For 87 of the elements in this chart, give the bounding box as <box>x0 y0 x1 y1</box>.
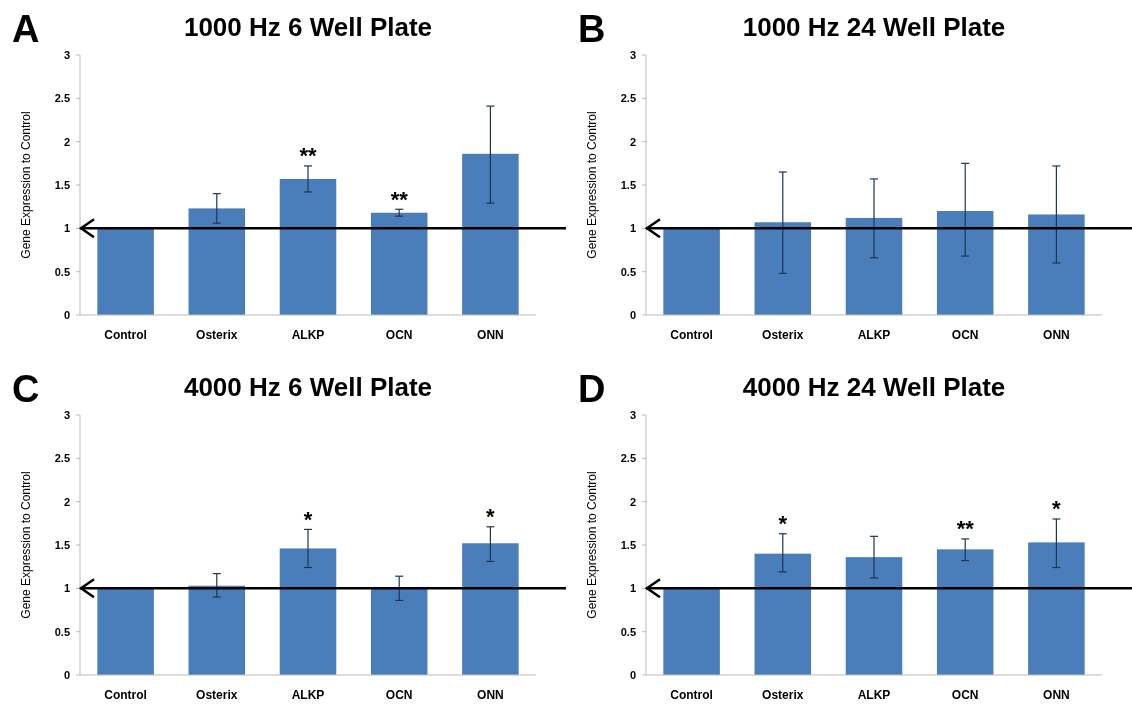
y-tick-label: 2 <box>629 495 636 508</box>
x-tick-label: OCN <box>951 688 979 702</box>
y-tick-label: 1 <box>63 582 70 595</box>
bar <box>754 222 812 315</box>
y-tick-label: 2 <box>63 495 70 508</box>
x-tick-label: ALKP <box>857 688 891 702</box>
bar <box>188 208 246 315</box>
y-tick-label: 1.5 <box>620 178 636 191</box>
x-tick-label: OCN <box>951 328 979 342</box>
y-tick-label: 0.5 <box>620 265 636 278</box>
bar <box>462 543 519 675</box>
bar <box>845 557 903 675</box>
text: C <box>12 368 40 410</box>
text: D <box>578 368 606 410</box>
bar <box>279 548 337 675</box>
annotation: * <box>486 504 496 530</box>
chart-title: 4000 Hz 24 Well Plate <box>742 372 1006 402</box>
annotation: * <box>303 506 313 532</box>
y-tick-label: 1 <box>629 582 636 595</box>
y-tick-label: 1 <box>63 222 70 235</box>
chart-title: 4000 Hz 6 Well Plate <box>183 372 433 402</box>
y-tick-label: 2.5 <box>54 92 70 105</box>
x-tick-label: ONN <box>477 328 504 342</box>
x-tick-label: Control <box>670 688 713 702</box>
y-tick-label: 1 <box>629 222 636 235</box>
x-tick-label: OCN <box>385 688 413 702</box>
annotation: ** <box>956 516 975 542</box>
bar <box>936 211 994 315</box>
bar <box>462 153 519 315</box>
y-axis-title: Gene Expression to Control <box>585 471 599 619</box>
y-tick-label: 0.5 <box>620 625 636 638</box>
x-tick-label: ONN <box>477 688 504 702</box>
y-tick-label: 3 <box>63 408 70 421</box>
bar <box>188 585 246 675</box>
y-tick-label: 1.5 <box>620 538 636 551</box>
bar <box>1028 214 1085 315</box>
x-tick-label: Control <box>104 328 147 342</box>
y-tick-label: 0 <box>629 308 636 321</box>
x-tick-label: Osterix <box>762 328 804 342</box>
bar <box>754 553 812 675</box>
x-tick-label: ALKP <box>291 688 325 702</box>
y-tick-label: 3 <box>629 408 636 421</box>
x-tick-label: Control <box>670 328 713 342</box>
annotation: ** <box>390 186 409 212</box>
x-tick-label: ONN <box>1043 688 1070 702</box>
y-tick-label: 3 <box>629 48 636 61</box>
x-tick-label: ONN <box>1043 328 1070 342</box>
bar <box>936 549 994 675</box>
bar <box>1028 542 1085 675</box>
bar <box>279 178 337 315</box>
chart-title: 1000 Hz 6 Well Plate <box>183 12 433 42</box>
bar <box>370 212 428 315</box>
y-axis-title: Gene Expression to Control <box>19 111 33 259</box>
x-tick-label: Osterix <box>196 328 238 342</box>
y-tick-label: 0 <box>63 308 70 321</box>
text: B <box>578 8 606 50</box>
x-tick-label: ALKP <box>857 328 891 342</box>
x-tick-label: Osterix <box>196 688 238 702</box>
text: A <box>12 8 40 50</box>
y-tick-label: 0.5 <box>54 265 70 278</box>
bar <box>370 588 428 675</box>
y-axis-title: Gene Expression to Control <box>19 471 33 619</box>
x-tick-label: OCN <box>385 328 413 342</box>
y-axis-title: Gene Expression to Control <box>585 111 599 259</box>
x-tick-label: ALKP <box>291 328 325 342</box>
bar <box>97 228 154 315</box>
y-tick-label: 2.5 <box>620 452 636 465</box>
y-tick-label: 3 <box>63 48 70 61</box>
bar <box>663 228 720 315</box>
bar <box>97 588 154 675</box>
y-tick-label: 1.5 <box>54 538 70 551</box>
y-tick-label: 2 <box>63 135 70 148</box>
bar <box>845 217 903 315</box>
annotation: * <box>1052 496 1062 522</box>
annotation: ** <box>299 143 317 169</box>
x-tick-label: Control <box>104 688 147 702</box>
y-tick-label: 0 <box>629 668 636 681</box>
y-tick-label: 0 <box>63 668 70 681</box>
y-tick-label: 2 <box>629 135 636 148</box>
y-tick-label: 2.5 <box>54 452 70 465</box>
y-tick-label: 0.5 <box>54 625 70 638</box>
chart-title: 1000 Hz 24 Well Plate <box>742 12 1006 42</box>
x-tick-label: Osterix <box>762 688 804 702</box>
bar <box>663 588 720 675</box>
y-tick-label: 2.5 <box>620 92 636 105</box>
annotation: * <box>778 511 788 537</box>
y-tick-label: 1.5 <box>54 178 70 191</box>
